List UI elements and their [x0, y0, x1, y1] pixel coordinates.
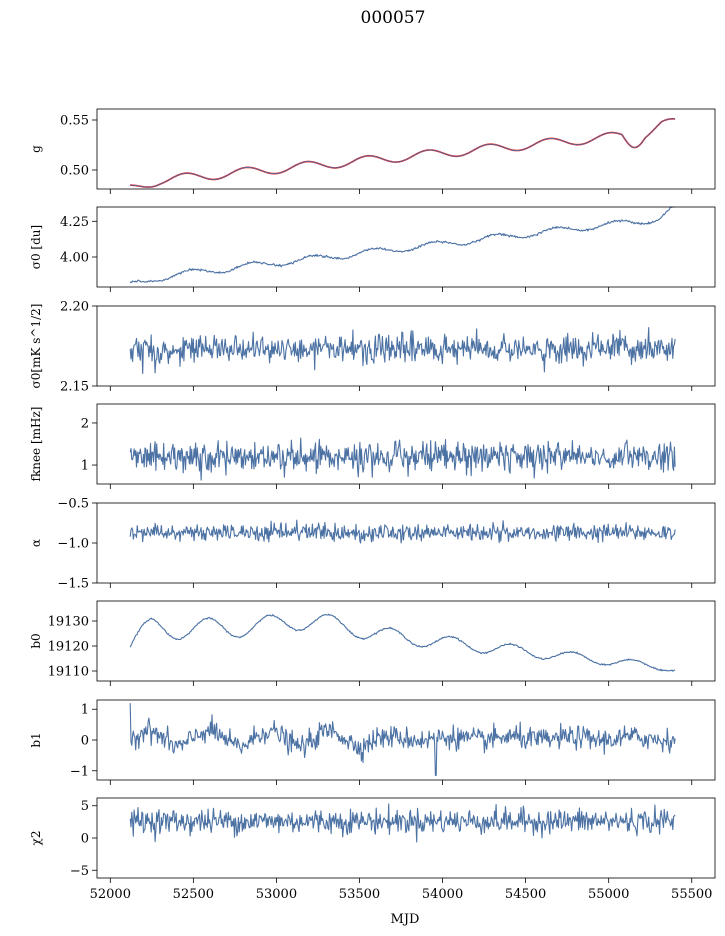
y-axis-label: α — [29, 539, 43, 547]
y-tick-label: 5 — [81, 799, 89, 814]
panel-alpha: −1.5 −1.0 −0.5 α — [29, 497, 716, 592]
panel-b1: −1 0 1 b1 — [29, 699, 716, 785]
y-axis-label: g — [29, 145, 43, 153]
axes-frame — [96, 403, 716, 485]
y-tick-label: −0.5 — [57, 497, 89, 512]
y-tick-label: 2.20 — [60, 300, 89, 315]
y-tick-label: 2.15 — [60, 380, 89, 395]
y-axis-label: σ0[mK s^1/2] — [29, 304, 43, 389]
y-tick-label: 0 — [81, 832, 89, 847]
y-axis-label: fknee [mHz] — [29, 407, 43, 482]
series-line — [129, 206, 676, 284]
panel-sigma0_du: 4.00 4.25 σ0 [du] — [29, 206, 716, 292]
series-line — [129, 613, 676, 672]
series-line — [130, 118, 676, 188]
series-line — [129, 437, 676, 481]
y-tick-label: 19130 — [48, 615, 89, 630]
y-tick-label: 19120 — [48, 640, 89, 655]
series-line — [129, 519, 676, 544]
panel-chi2: −5 0 5 52000 52500 53000 53500 54000 54500 55000 5… — [29, 797, 716, 902]
y-tick-label: 2 — [81, 416, 89, 431]
x-tick-label: 52500 — [173, 887, 214, 902]
y-tick-label: 1 — [81, 703, 89, 718]
y-tick-label: 0.55 — [60, 114, 89, 129]
series-line — [129, 703, 676, 776]
x-tick-label: 55500 — [671, 887, 712, 902]
axes-frame — [96, 305, 716, 387]
panel-b0: 19110 19120 19130 b0 — [29, 600, 716, 686]
figure-title: 000057 — [361, 8, 426, 28]
y-tick-label: 1 — [81, 459, 89, 474]
x-tick-label: 52000 — [90, 887, 131, 902]
y-tick-label: 0.50 — [60, 164, 89, 179]
axes-frame — [96, 502, 716, 584]
y-tick-label: 0 — [81, 734, 89, 749]
axes-frame — [96, 797, 716, 879]
x-tick-label: 54000 — [422, 887, 463, 902]
series-line — [129, 327, 676, 375]
x-tick-label: 53000 — [256, 887, 297, 902]
y-tick-label: 4.25 — [60, 215, 89, 230]
panel-sigma0_mk: 2.15 2.20 σ0[mK s^1/2] — [29, 300, 716, 395]
y-tick-label: −5 — [70, 864, 89, 879]
y-tick-label: 4.00 — [60, 251, 89, 266]
series-line-fit — [130, 118, 676, 188]
y-tick-label: −1 — [70, 764, 89, 779]
x-tick-label: 54500 — [505, 887, 546, 902]
y-tick-label: 19110 — [48, 665, 89, 680]
y-tick-label: −1.5 — [57, 577, 89, 592]
x-tick-label: 53500 — [339, 887, 380, 902]
y-axis-label: b1 — [29, 732, 43, 747]
series-line — [129, 803, 676, 843]
axes-frame — [96, 600, 716, 682]
axes-frame — [96, 108, 716, 190]
x-axis-label: MJD — [391, 912, 420, 927]
axes-frame — [96, 206, 716, 288]
panels: 0.50 0.55 g 4.00 4.25 σ0 [du] 2.15 2.20 σ0[mK s^… — [29, 108, 716, 902]
y-axis-label: χ2 — [29, 831, 43, 846]
panel-fknee: 1 2 fknee [mHz] — [29, 403, 716, 489]
y-axis-label: b0 — [29, 633, 43, 648]
y-tick-label: −1.0 — [57, 537, 89, 552]
panel-g: 0.50 0.55 g — [29, 108, 716, 194]
x-tick-label: 55000 — [588, 887, 629, 902]
y-axis-label: σ0 [du] — [29, 225, 43, 269]
